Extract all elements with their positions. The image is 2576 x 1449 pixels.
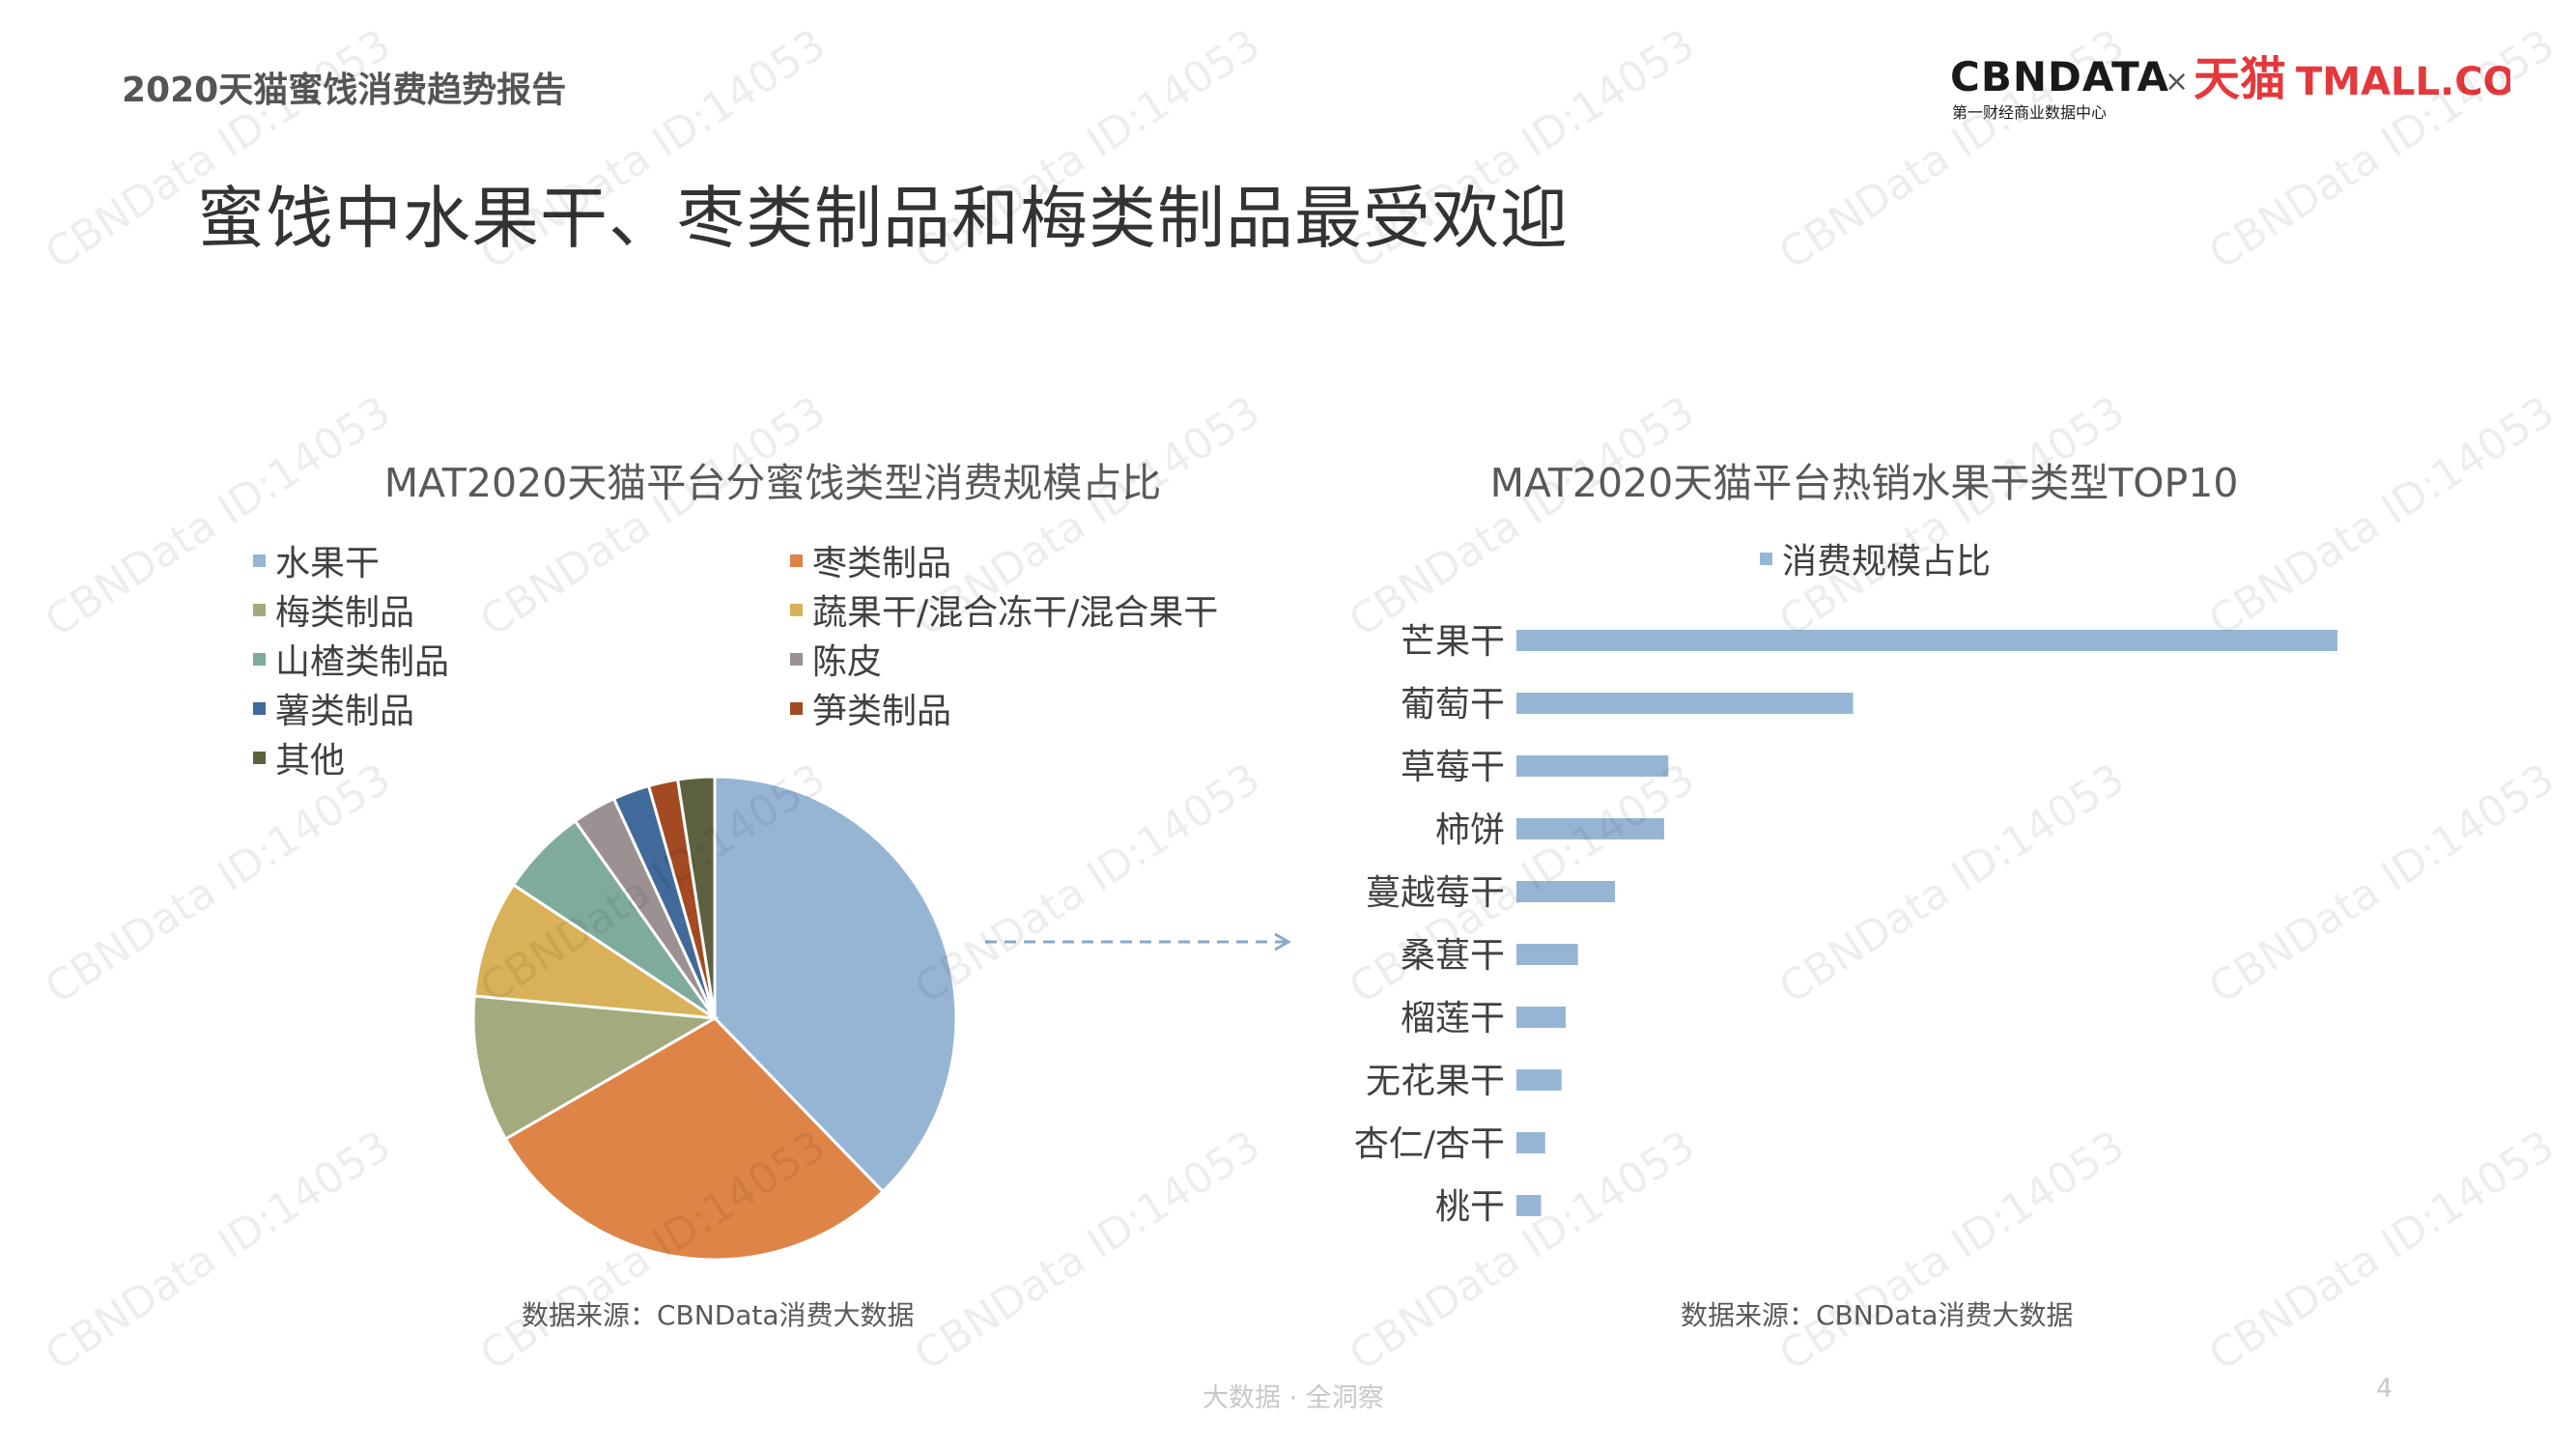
bar: [1516, 1069, 1562, 1091]
bar-chart-title: MAT2020天猫平台热销水果干类型TOP10: [1489, 460, 2239, 506]
bar-legend-swatch: [1760, 552, 1772, 565]
pie-legend-item: 陈皮: [790, 634, 882, 684]
pie-legend-label: 水果干: [275, 544, 381, 583]
pie-legend-label: 山楂类制品: [275, 642, 450, 682]
pie-legend-label: 笋类制品: [812, 692, 952, 731]
pie-legend-item: 山楂类制品: [253, 634, 449, 684]
watermark-text: CBNData ID:14053: [1341, 387, 1703, 647]
bar-legend-label: 消费规模占比: [1782, 542, 1992, 582]
pie-legend-label: 薯类制品: [275, 692, 415, 731]
footer-slogan: 大数据 · 全洞察: [1203, 1383, 1384, 1413]
pie-legend-swatch: [790, 603, 803, 616]
pie-legend-swatch: [253, 554, 266, 567]
page-number: 4: [2376, 1374, 2393, 1404]
bar-category-label: 榴莲干: [1401, 999, 1505, 1038]
pie-legend-swatch: [790, 652, 803, 666]
pie-legend-item: 水果干: [253, 535, 380, 585]
pie-chart-title: MAT2020天猫平台分蜜饯类型消费规模占比: [383, 460, 1162, 506]
cbndata-logo: CBNDATA: [1950, 53, 2169, 100]
pie-slice: [472, 882, 716, 1020]
bar: [1516, 630, 2337, 651]
pie-slice: [471, 994, 720, 1142]
watermark-text: CBNData ID:14053: [471, 387, 834, 647]
pie-legend-item: 枣类制品: [790, 535, 951, 585]
bar: [1516, 693, 1854, 714]
pie-legend-swatch: [790, 701, 803, 715]
pie-legend-item: 蔬果干/混合冻干/混合果干: [790, 584, 1218, 635]
pie-legend-swatch: [253, 603, 266, 616]
watermark-text: CBNData ID:14053: [1770, 387, 2133, 647]
bar: [1516, 1195, 1542, 1216]
bar: [1516, 881, 1615, 902]
bar-category-label: 草莓干: [1401, 748, 1505, 787]
pie-legend-item: 薯类制品: [253, 683, 414, 733]
report-title: 2020天猫蜜饯消费趋势报告: [122, 71, 567, 110]
bar-legend: 消费规模占比: [1760, 533, 1991, 583]
cbndata-logo-subtitle: 第一财经商业数据中心: [1952, 103, 2107, 122]
pie-legend-label: 枣类制品: [812, 544, 952, 583]
bar-category-label: 葡萄干: [1401, 685, 1505, 724]
pie-legend-swatch: [790, 554, 803, 567]
bar: [1516, 1132, 1545, 1153]
bar-category-label: 蔓越莓干: [1366, 873, 1505, 913]
bar: [1516, 818, 1664, 839]
pie-legend-swatch: [253, 701, 266, 715]
pie-chart: [471, 775, 958, 1262]
dashed-arrow-icon: [985, 932, 1292, 952]
bar-category-label: 芒果干: [1401, 622, 1505, 662]
tmall-logo-en: TMALL.COM: [2296, 60, 2510, 104]
bar: [1516, 755, 1669, 777]
pie-slice: [713, 775, 958, 1194]
bar-category-label: 桑葚干: [1401, 936, 1505, 976]
pie-slice: [675, 775, 717, 1019]
pie-legend-item: 其他: [253, 732, 345, 782]
pie-legend-swatch: [253, 751, 266, 764]
pie-legend-item: 梅类制品: [253, 584, 414, 635]
pie-legend-label: 梅类制品: [275, 593, 415, 633]
bar-category-label: 柿饼: [1435, 810, 1505, 850]
tmall-logo-cn: 天猫: [2194, 52, 2286, 106]
brand-logos: CBNDATA 第一财经商业数据中心 × 天猫 TMALL.COM: [1950, 52, 2510, 122]
logo-times-sign: ×: [2165, 65, 2189, 99]
bar: [1516, 1007, 1566, 1028]
pie-legend-item: 笋类制品: [790, 683, 951, 733]
bar-category-label: 桃干: [1435, 1187, 1505, 1227]
watermark-text: CBNData ID:14053: [37, 1122, 399, 1381]
watermark-text: CBNData ID:14053: [2200, 387, 2562, 647]
bar-category-label: 杏仁/杏干: [1354, 1124, 1505, 1164]
pie-legend-label: 其他: [275, 741, 346, 781]
pie-legend-label: 蔬果干/混合冻干/混合果干: [812, 593, 1219, 633]
pie-slice: [503, 1016, 886, 1262]
watermark-text: CBNData ID:14053: [37, 754, 399, 1014]
page-headline: 蜜饯中水果干、枣类制品和梅类制品最受欢迎: [197, 179, 1569, 258]
bar-chart-source: 数据来源：CBNData消费大数据: [1681, 1299, 2074, 1331]
pie-chart-source: 数据来源：CBNData消费大数据: [522, 1299, 915, 1331]
pie-legend-label: 陈皮: [812, 642, 883, 682]
bar-category-label: 无花果干: [1366, 1062, 1505, 1101]
pie-legend-swatch: [253, 652, 266, 666]
bar: [1516, 944, 1578, 965]
